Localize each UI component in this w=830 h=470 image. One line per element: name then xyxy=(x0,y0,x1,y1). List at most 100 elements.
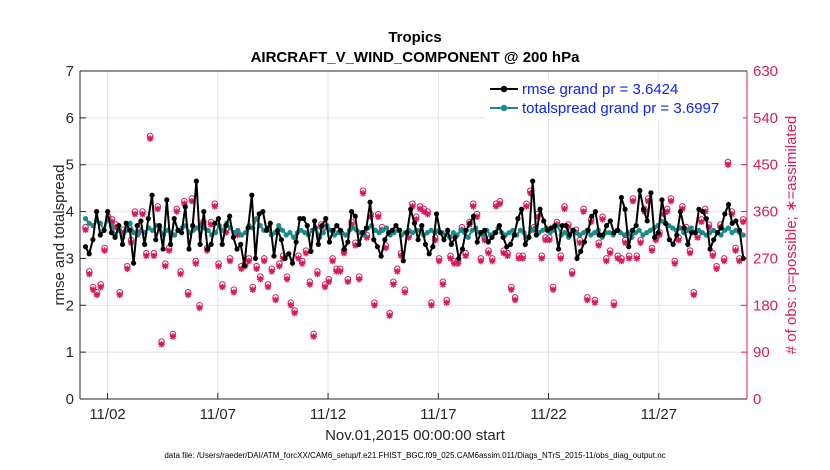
obs-assimilated-marker xyxy=(713,265,720,273)
rmse-marker xyxy=(201,208,207,215)
totalspread-marker xyxy=(725,225,732,231)
rmse-marker xyxy=(267,220,273,226)
rmse-marker xyxy=(725,201,732,208)
rmse-marker xyxy=(182,204,188,210)
obs-assimilated-marker xyxy=(454,260,462,267)
y2-tick-label: 90 xyxy=(753,344,770,361)
rmse-marker xyxy=(441,237,447,243)
obs-assimilated-marker xyxy=(439,281,447,288)
obs-assimilated-marker xyxy=(523,203,530,210)
rmse-marker xyxy=(541,218,547,224)
rmse-marker xyxy=(227,213,233,219)
obs-assimilated-marker xyxy=(264,283,272,291)
obs-assimilated-marker xyxy=(409,203,416,210)
rmse-marker xyxy=(714,230,721,236)
obs-assimilated-marker xyxy=(424,210,431,218)
obs-assimilated-marker xyxy=(694,234,701,241)
obs-assimilated-marker xyxy=(291,309,298,317)
obs-assimilated-marker xyxy=(739,218,747,226)
obs-assimilated-marker xyxy=(200,221,207,228)
rmse-marker xyxy=(289,260,296,266)
obs-assimilated-marker xyxy=(500,250,507,257)
rmse-marker xyxy=(164,197,170,203)
totalspread-marker xyxy=(279,227,286,233)
obs-assimilated-marker xyxy=(116,291,123,299)
obs-assimilated-marker xyxy=(568,270,576,278)
rmse-marker xyxy=(334,223,340,229)
obs-assimilated-marker xyxy=(348,221,355,228)
rmse-marker xyxy=(341,246,347,252)
obs-assimilated-marker xyxy=(131,210,139,218)
series-rmse xyxy=(82,178,746,269)
obs-assimilated-marker xyxy=(671,260,678,267)
rmse-marker xyxy=(234,246,240,252)
rmse-marker xyxy=(260,208,266,215)
totalspread-marker xyxy=(506,230,512,236)
rmse-marker xyxy=(618,194,624,201)
totalspread-marker xyxy=(131,230,137,236)
obs-assimilated-marker xyxy=(93,291,101,299)
rmse-marker xyxy=(737,227,743,233)
totalspread-marker xyxy=(577,232,583,238)
y-axis-ticks: 0 1 2 3 4 5 6 7 xyxy=(66,63,86,408)
rmse-marker xyxy=(326,239,333,245)
rmse-marker xyxy=(223,223,229,229)
obs-assimilated-marker xyxy=(181,200,188,207)
obs-assimilated-marker xyxy=(481,237,488,244)
totalspread-marker xyxy=(205,227,211,233)
obs-assimilated-marker xyxy=(485,250,492,257)
rmse-marker xyxy=(101,227,107,233)
rmse-marker xyxy=(518,206,525,212)
obs-assimilated-marker xyxy=(211,203,218,210)
totalspread-marker xyxy=(469,227,475,233)
obs-assimilated-marker xyxy=(177,270,184,278)
rmse-marker xyxy=(308,248,314,254)
rmse-marker xyxy=(219,241,225,247)
obs-assimilated-marker xyxy=(226,257,234,265)
obs-assimilated-marker xyxy=(249,286,256,293)
rmse-marker xyxy=(555,246,562,252)
obs-assimilated-marker xyxy=(321,283,329,291)
x-tick-label: 11/07 xyxy=(200,406,236,423)
rmse-marker xyxy=(378,253,384,259)
rmse-marker xyxy=(178,230,185,236)
rmse-marker xyxy=(156,223,163,229)
obs-assimilated-marker xyxy=(508,286,515,293)
series-obs-assimilated xyxy=(82,135,747,348)
obs-assimilated-marker xyxy=(283,276,291,283)
obs-assimilated-marker xyxy=(720,257,728,265)
rmse-marker xyxy=(249,192,255,198)
totalspread-marker xyxy=(588,232,594,238)
rmse-marker xyxy=(437,230,443,236)
rmse-marker xyxy=(415,237,421,243)
totalspread-marker xyxy=(298,227,304,233)
totalspread-marker xyxy=(380,227,386,233)
obs-assimilated-marker xyxy=(595,242,602,249)
rmse-marker xyxy=(389,227,395,233)
obs-assimilated-marker xyxy=(268,268,275,275)
rmse-marker xyxy=(208,241,214,247)
rmse-marker xyxy=(356,241,362,247)
totalspread-marker xyxy=(287,230,293,236)
obs-assimilated-marker xyxy=(86,270,93,278)
totalspread-marker xyxy=(127,220,133,226)
rmse-marker xyxy=(567,232,573,238)
obs-assimilated-marker xyxy=(184,291,192,299)
totalspread-marker xyxy=(465,234,471,240)
obs-assimilated-marker xyxy=(736,257,743,265)
rmse-marker xyxy=(563,223,569,229)
totalspread-marker xyxy=(647,227,653,233)
obs-assimilated-marker xyxy=(606,250,614,257)
obs-assimilated-marker xyxy=(519,255,526,262)
obs-assimilated-marker xyxy=(386,312,393,319)
x-tick-label: 11/02 xyxy=(89,406,125,423)
legend-entry-totalspread: totalspread grand pr = 3.6997 xyxy=(522,100,719,117)
rmse-marker xyxy=(252,255,259,262)
obs-assimilated-marker xyxy=(165,247,173,254)
totalspread-marker xyxy=(424,230,431,236)
obs-assimilated-marker xyxy=(260,257,268,265)
rmse-marker xyxy=(119,241,126,247)
obs-assimilated-marker xyxy=(477,257,485,265)
rmse-marker xyxy=(570,227,576,233)
totalspread-marker xyxy=(688,225,694,231)
